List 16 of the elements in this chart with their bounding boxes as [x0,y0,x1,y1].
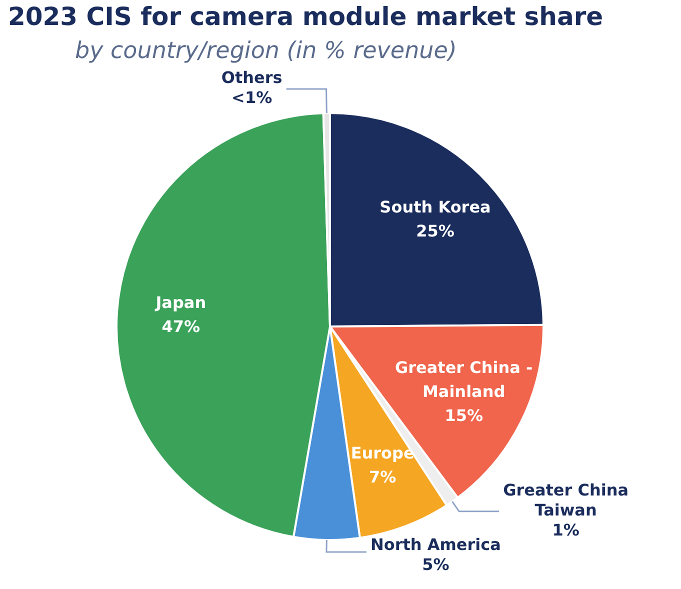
data-label: 1% [552,520,580,540]
slice-label: Europe [350,444,414,463]
slice-label: North America [370,535,501,554]
slice-label: Greater China Taiwan [503,480,629,520]
data-label: 15% [444,406,483,426]
data-label: 7% [368,468,396,487]
data-label: <1% [232,88,272,108]
data-label: 5% [422,555,450,574]
slice-label: Others [221,68,282,88]
slice-label: Greater China - Mainland [395,358,533,402]
chart-title: 2023 CIS for camera module market share [8,2,604,31]
slice-label: Japan [154,293,206,312]
chart-subtitle: by country/region (in % revenue) [75,38,457,64]
data-label: 47% [162,317,200,336]
data-label: 25% [416,222,454,241]
slice-label: South Korea [380,198,491,217]
